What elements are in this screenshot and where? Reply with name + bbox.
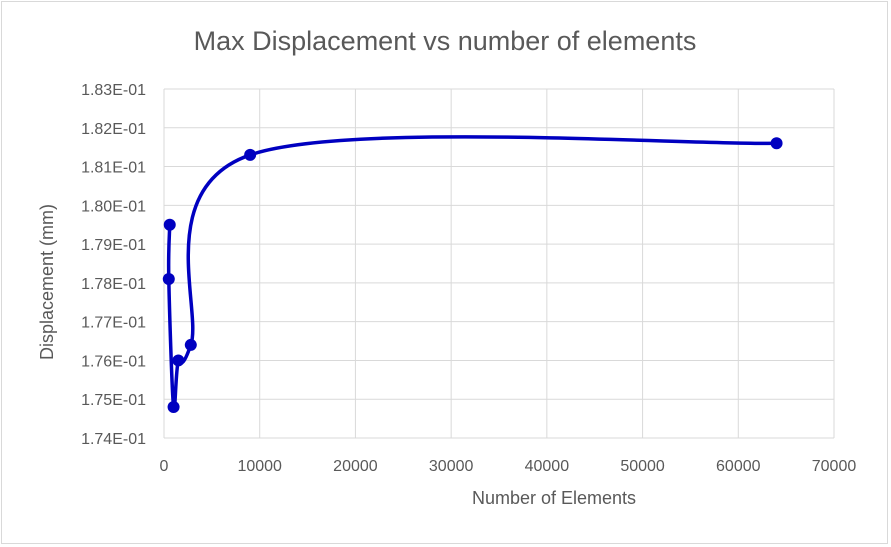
x-tick-label: 50000: [620, 458, 665, 475]
data-point: [770, 137, 783, 150]
y-tick-label: 1.78E-01: [81, 276, 146, 293]
x-tick-label: 20000: [333, 458, 378, 475]
x-tick-label: 40000: [525, 458, 570, 475]
y-tick-label: 1.79E-01: [81, 237, 146, 254]
y-tick-label: 1.82E-01: [81, 121, 146, 138]
y-tick-label: 1.76E-01: [81, 353, 146, 370]
y-tick-label: 1.75E-01: [81, 392, 146, 409]
data-point: [167, 400, 180, 413]
grid-lines: [163, 88, 835, 439]
data-point: [184, 338, 197, 351]
chart-title: Max Displacement vs number of elements: [194, 26, 697, 56]
x-tick-label: 30000: [429, 458, 474, 475]
x-tick-label: 60000: [716, 458, 761, 475]
data-point: [172, 354, 185, 367]
y-tick-label: 1.81E-01: [81, 160, 146, 177]
data-point: [163, 218, 176, 231]
data-points: [162, 137, 783, 413]
y-tick-label: 1.83E-01: [81, 82, 146, 99]
x-tick-labels: 0 10000 20000 30000 40000 50000 60000 70000: [160, 458, 857, 475]
y-tick-label: 1.80E-01: [81, 198, 146, 215]
x-tick-label: 10000: [237, 458, 282, 475]
y-tick-labels: 1.74E-01 1.75E-01 1.76E-01 1.77E-01 1.78E-01…: [81, 82, 146, 448]
x-tick-label: 0: [160, 458, 169, 475]
y-tick-label: 1.77E-01: [81, 315, 146, 332]
x-tick-label: 70000: [812, 458, 857, 475]
y-axis-label: Displacement (mm): [37, 204, 57, 360]
x-axis-label: Number of Elements: [472, 488, 636, 508]
data-point: [162, 273, 175, 286]
y-tick-label: 1.74E-01: [81, 431, 146, 448]
data-point: [244, 148, 257, 161]
